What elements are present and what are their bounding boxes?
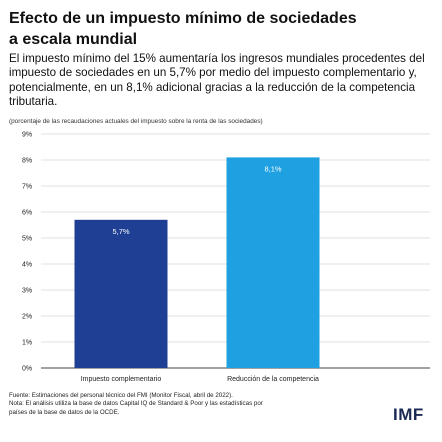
y-tick-label: 1% xyxy=(22,340,32,347)
bar-2 xyxy=(226,157,320,368)
chart-subtitle: El impuesto mínimo del 15% aumentaría lo… xyxy=(9,52,425,109)
y-tick-label: 4% xyxy=(22,262,32,269)
chart-title: Efecto de un impuesto mínimo de sociedad… xyxy=(9,8,429,50)
y-tick-label: 8% xyxy=(22,158,32,165)
chart-title-line-2: a escala mundial xyxy=(9,31,138,48)
y-tick-label: 2% xyxy=(22,314,32,321)
bar-value-label: 8,1% xyxy=(264,164,281,173)
chart-title-line-1: Efecto de un impuesto mínimo de sociedad… xyxy=(9,10,357,27)
y-tick-label: 3% xyxy=(22,288,32,295)
y-tick-label: 7% xyxy=(22,184,32,191)
y-tick-label: 9% xyxy=(22,132,32,139)
x-tick-label: Impuesto complementario xyxy=(81,376,162,383)
unit-note: (porcentaje de las recaudaciones actuale… xyxy=(9,118,263,125)
bar-value-label: 5,7% xyxy=(112,227,129,236)
bar-1 xyxy=(74,219,168,368)
x-tick-label: Reducción de la competencia xyxy=(227,376,319,383)
y-tick-label: 5% xyxy=(22,236,32,243)
y-tick-label: 0% xyxy=(22,366,32,373)
source-note: Fuente: Estimaciones del personal técnic… xyxy=(9,392,369,417)
imf-logo: IMF xyxy=(393,405,424,424)
source-line-1: Fuente: Estimaciones del personal técnic… xyxy=(9,392,233,399)
source-line-2: Nota: El análisis utiliza la base de dat… xyxy=(9,400,263,408)
source-line-3: países de la base de datos de la OCDE. xyxy=(9,408,120,416)
y-tick-label: 6% xyxy=(22,210,32,217)
